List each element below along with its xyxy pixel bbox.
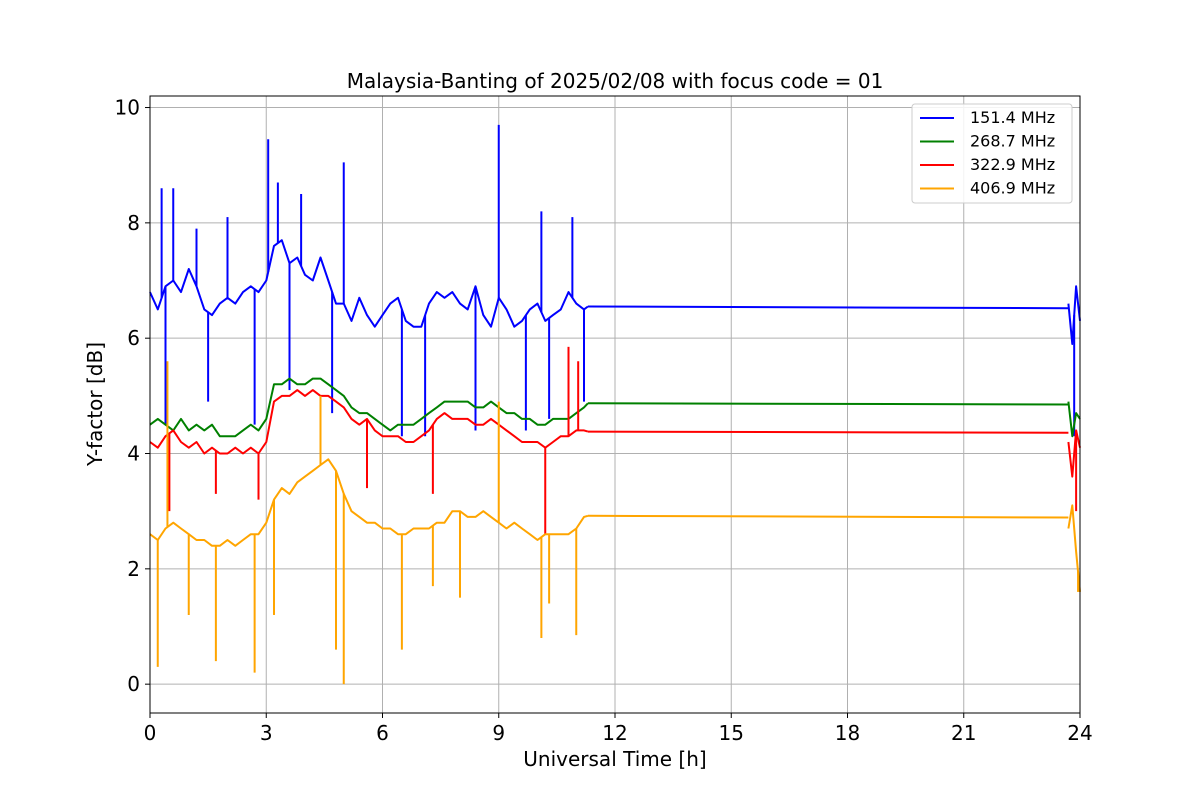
series-line <box>587 514 1069 519</box>
y-tick-label: 0 <box>127 672 140 696</box>
y-tick-label: 2 <box>127 557 140 581</box>
plot-series <box>149 124 1081 685</box>
x-tick-label: 9 <box>492 721 505 745</box>
series-line <box>1067 504 1081 592</box>
y-axis-label: Y-factor [dB] <box>83 342 107 467</box>
x-tick-label: 15 <box>719 721 744 745</box>
series-268-7-mhz <box>149 377 1081 438</box>
x-tick-label: 0 <box>144 721 157 745</box>
legend-label: 151.4 MHz <box>970 108 1055 127</box>
y-tick-label: 6 <box>127 326 140 350</box>
x-tick-label: 12 <box>602 721 627 745</box>
series-line <box>587 305 1069 310</box>
x-tick-label: 6 <box>376 721 389 745</box>
legend-box <box>911 103 1073 204</box>
y-tick-label: 4 <box>127 442 140 466</box>
legend-label: 406.9 MHz <box>970 179 1055 198</box>
legend: 151.4 MHz 268.7 MHz 322.9 MHz 406.9 MHz <box>911 103 1073 204</box>
chart-title: Malaysia-Banting of 2025/02/08 with focu… <box>347 69 884 93</box>
x-tick-label: 21 <box>951 721 976 745</box>
series-line <box>587 430 1069 434</box>
series-406-9-mhz <box>149 361 1081 685</box>
series-line <box>1067 429 1081 478</box>
series-line <box>149 239 589 328</box>
y-tick-label: 8 <box>127 211 140 235</box>
x-axis-label: Universal Time [h] <box>523 747 706 771</box>
series-line <box>1067 401 1081 438</box>
x-tick-label: 24 <box>1067 721 1092 745</box>
x-tick-label: 18 <box>835 721 860 745</box>
legend-label: 322.9 MHz <box>970 155 1055 174</box>
series-322-9-mhz <box>149 346 1081 535</box>
series-line <box>149 377 589 438</box>
y-tick-label: 10 <box>115 96 140 120</box>
series-line <box>149 389 589 455</box>
series-line <box>587 402 1069 406</box>
x-tick-label: 3 <box>260 721 273 745</box>
legend-label: 268.7 MHz <box>970 132 1055 151</box>
series-line <box>149 458 589 547</box>
